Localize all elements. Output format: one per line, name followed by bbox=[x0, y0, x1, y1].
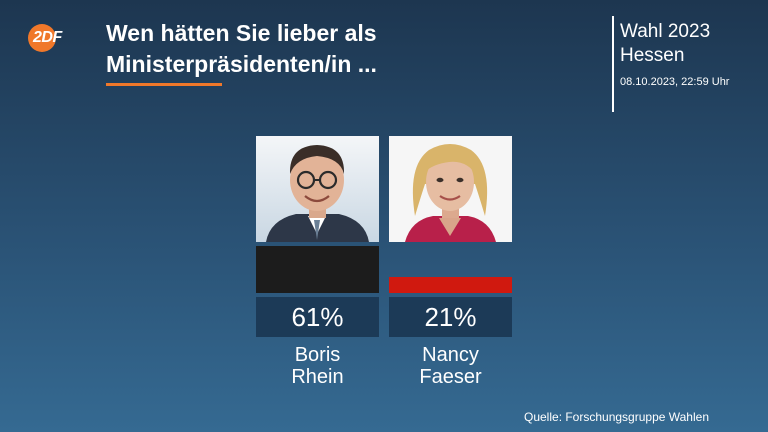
logo-text: 2DF bbox=[33, 29, 62, 46]
zdf-logo: 2DF bbox=[28, 24, 82, 52]
chart-title: Wen hätten Sie lieber als Ministerpräsid… bbox=[106, 18, 586, 80]
category-label-faeser: Nancy Faeser bbox=[389, 344, 512, 388]
bar-rhein bbox=[256, 246, 379, 293]
logo-circle bbox=[28, 24, 56, 52]
title-line-1: Wen hätten Sie lieber als bbox=[106, 20, 377, 46]
candidate-faeser: 21% Nancy Faeser bbox=[389, 136, 512, 388]
bar-area-faeser bbox=[389, 246, 512, 293]
value-label-rhein: 61% bbox=[256, 297, 379, 337]
election-name: Wahl 2023 bbox=[620, 21, 711, 42]
portrait-rhein bbox=[256, 136, 379, 242]
election-context: Wahl 2023 Hessen 08.10.2023, 22:59 Uhr bbox=[620, 20, 760, 89]
last-name-faeser: Faeser bbox=[419, 366, 482, 388]
portrait-faeser bbox=[389, 136, 512, 242]
election-region: Hessen bbox=[620, 45, 685, 66]
candidate-rhein: 61% Boris Rhein bbox=[256, 136, 379, 388]
first-name-faeser: Nancy bbox=[422, 344, 479, 366]
last-name-rhein: Rhein bbox=[291, 366, 344, 388]
bar-faeser bbox=[389, 277, 512, 293]
category-label-rhein: Boris Rhein bbox=[256, 344, 379, 388]
value-label-faeser: 21% bbox=[389, 297, 512, 337]
bar-area-rhein bbox=[256, 246, 379, 293]
first-name-rhein: Boris bbox=[294, 344, 341, 366]
context-divider bbox=[612, 16, 614, 112]
timestamp: 08.10.2023, 22:59 Uhr bbox=[620, 76, 730, 88]
title-line-2: Ministerpräsidenten/in ... bbox=[106, 51, 377, 77]
source-note: Quelle: Forschungsgruppe Wahlen bbox=[524, 410, 709, 424]
title-underline bbox=[106, 83, 222, 86]
